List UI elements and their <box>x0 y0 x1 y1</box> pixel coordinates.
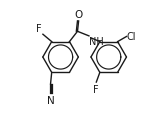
Text: NH: NH <box>89 37 104 47</box>
Text: O: O <box>74 10 83 20</box>
Text: F: F <box>94 84 99 94</box>
Text: Cl: Cl <box>127 32 136 42</box>
Text: N: N <box>47 95 54 105</box>
Text: F: F <box>36 24 42 34</box>
